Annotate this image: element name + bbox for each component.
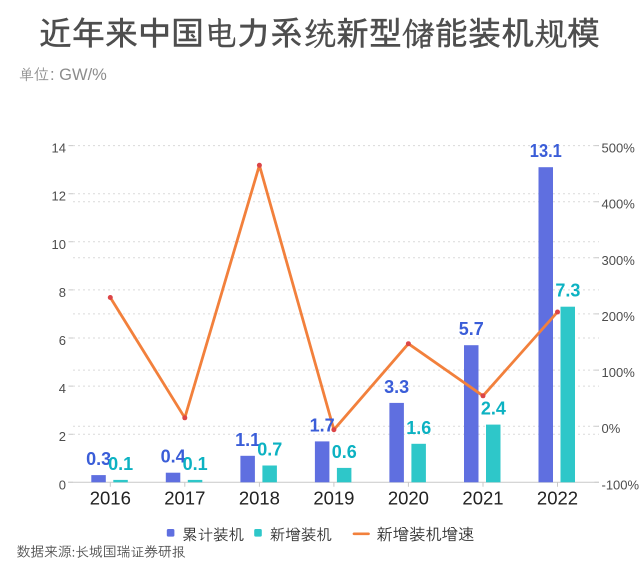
svg-text:4: 4 [59, 381, 66, 396]
svg-text:0%: 0% [602, 421, 621, 436]
svg-text:2021: 2021 [462, 488, 503, 509]
svg-text:2: 2 [59, 429, 66, 444]
svg-text:300%: 300% [602, 253, 636, 268]
svg-text:2018: 2018 [239, 488, 280, 509]
svg-text:14: 14 [52, 141, 66, 156]
svg-text:8: 8 [59, 285, 66, 300]
svg-text:2019: 2019 [313, 488, 354, 509]
svg-text:7.3: 7.3 [555, 281, 580, 301]
svg-text:100%: 100% [602, 365, 636, 380]
svg-text:2022: 2022 [537, 488, 578, 509]
svg-text:5.7: 5.7 [459, 319, 484, 339]
svg-text:2020: 2020 [388, 488, 429, 509]
svg-text:1.7: 1.7 [310, 415, 335, 435]
svg-text:2017: 2017 [164, 488, 205, 509]
svg-text:10: 10 [52, 237, 66, 252]
svg-text:0.1: 0.1 [183, 454, 208, 474]
svg-text:2.4: 2.4 [481, 399, 506, 419]
svg-text:0.1: 0.1 [108, 454, 133, 474]
svg-text:500%: 500% [602, 141, 636, 156]
svg-text:: GW/%: : GW/% [50, 66, 107, 84]
svg-text:0: 0 [59, 477, 66, 492]
svg-text:2016: 2016 [90, 488, 131, 509]
svg-text:1.1: 1.1 [235, 430, 260, 450]
svg-text:0.7: 0.7 [257, 440, 282, 460]
svg-text:12: 12 [52, 189, 66, 204]
svg-text:6: 6 [59, 333, 66, 348]
svg-text:3.3: 3.3 [384, 377, 409, 397]
svg-text:1.6: 1.6 [406, 418, 431, 438]
svg-text:0.3: 0.3 [86, 449, 111, 469]
svg-text:-100%: -100% [602, 477, 640, 492]
svg-text:0.6: 0.6 [332, 442, 357, 462]
svg-text:400%: 400% [602, 197, 636, 212]
svg-text:0.4: 0.4 [161, 447, 186, 467]
svg-text:13.1: 13.1 [530, 141, 562, 161]
svg-text:200%: 200% [602, 309, 636, 324]
